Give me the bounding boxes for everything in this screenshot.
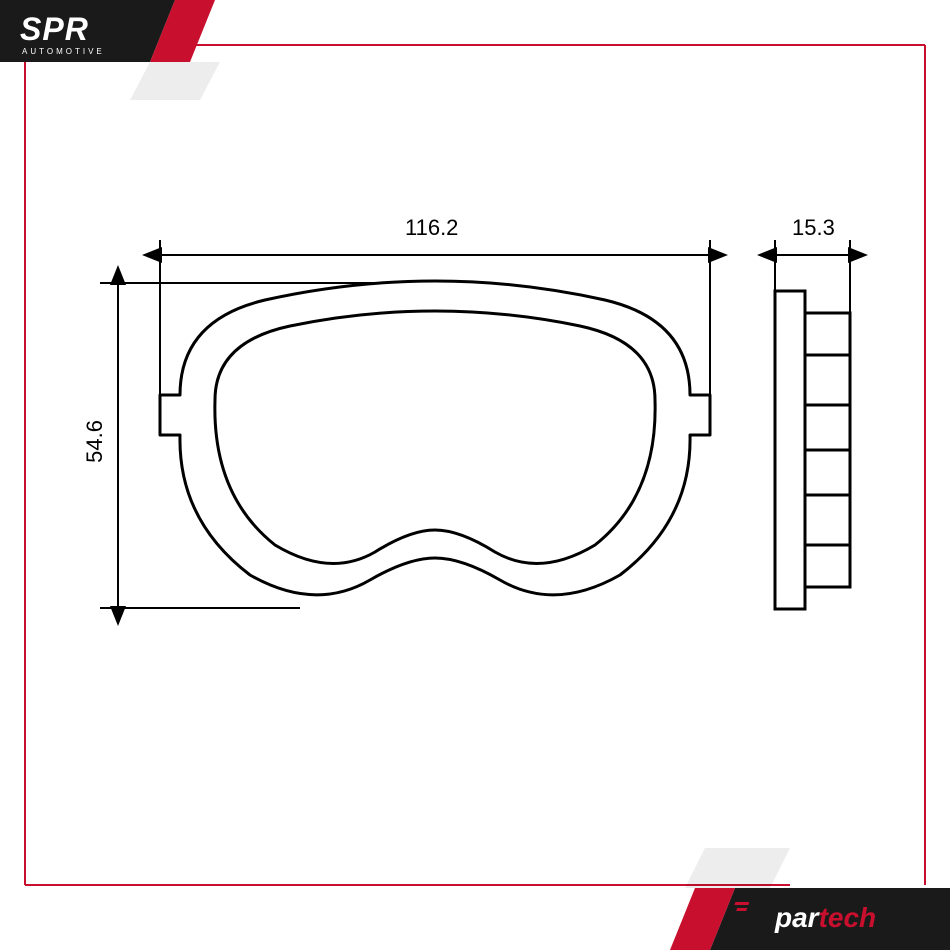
technical-drawing [0, 0, 950, 950]
dim-thickness: 15.3 [792, 215, 835, 241]
dim-width: 116.2 [405, 215, 458, 241]
dim-height: 54.6 [82, 420, 108, 463]
